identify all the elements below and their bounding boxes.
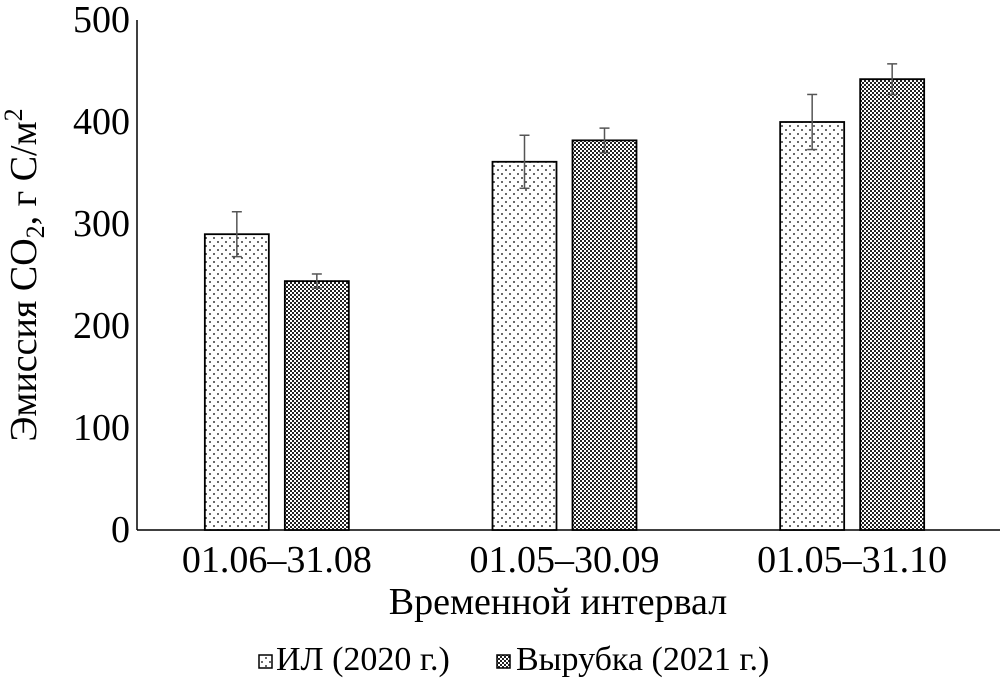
x-tick-label: 01.05–30.09 (470, 539, 660, 581)
legend-swatch-il (258, 654, 273, 669)
y-tick-label: 300 (73, 203, 130, 245)
x-tick-label: 01.06–31.08 (182, 539, 372, 581)
legend-label-cut: Вырубка (2021 г.) (516, 641, 769, 678)
legend: ИЛ (2020 г.) Вырубка (2021 г.) (258, 641, 769, 678)
bar (571, 139, 638, 531)
legend-label-il: ИЛ (2020 г.) (276, 641, 450, 678)
y-tick-label: 500 (73, 0, 130, 41)
bar (283, 280, 350, 531)
y-tick-label: 200 (73, 305, 130, 347)
y-tick-label: 100 (73, 407, 130, 449)
x-tick-label: 01.05–31.10 (757, 539, 947, 581)
bar (203, 233, 270, 531)
bar (779, 121, 846, 531)
bar (491, 160, 558, 531)
bar (859, 78, 926, 531)
legend-swatch-cut (496, 654, 511, 669)
y-axis-title: Эмиссия CO2, г С/м2 (0, 108, 50, 441)
y-tick-label: 400 (73, 101, 130, 143)
x-axis-title: Временной интервал (389, 581, 727, 623)
plot-area: 0 100 200 300 400 500 01.06–31.08 01.05–30.09 01… (73, 0, 1000, 581)
y-tick-label: 0 (111, 509, 130, 551)
